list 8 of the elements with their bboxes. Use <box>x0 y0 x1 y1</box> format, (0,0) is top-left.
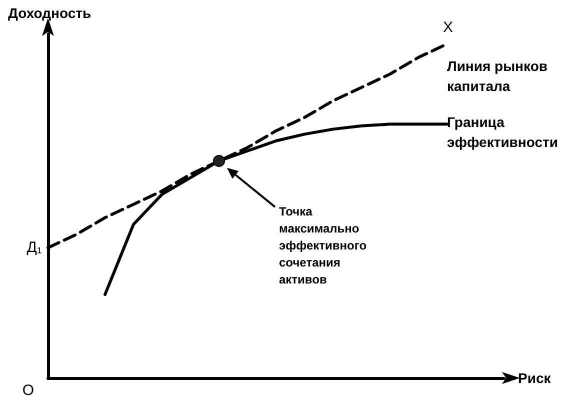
series-label: Граница эффективности <box>447 114 558 150</box>
text: X <box>443 19 454 36</box>
y-axis-title: Доходность <box>8 5 92 21</box>
text: Д₁ <box>26 239 42 256</box>
text: О <box>22 382 34 398</box>
series-label: Линия рынков капитала <box>447 58 548 94</box>
x-axis-title: Риск <box>518 370 552 386</box>
annotation: Точка максимально эффективного сочетания активов <box>279 204 370 286</box>
